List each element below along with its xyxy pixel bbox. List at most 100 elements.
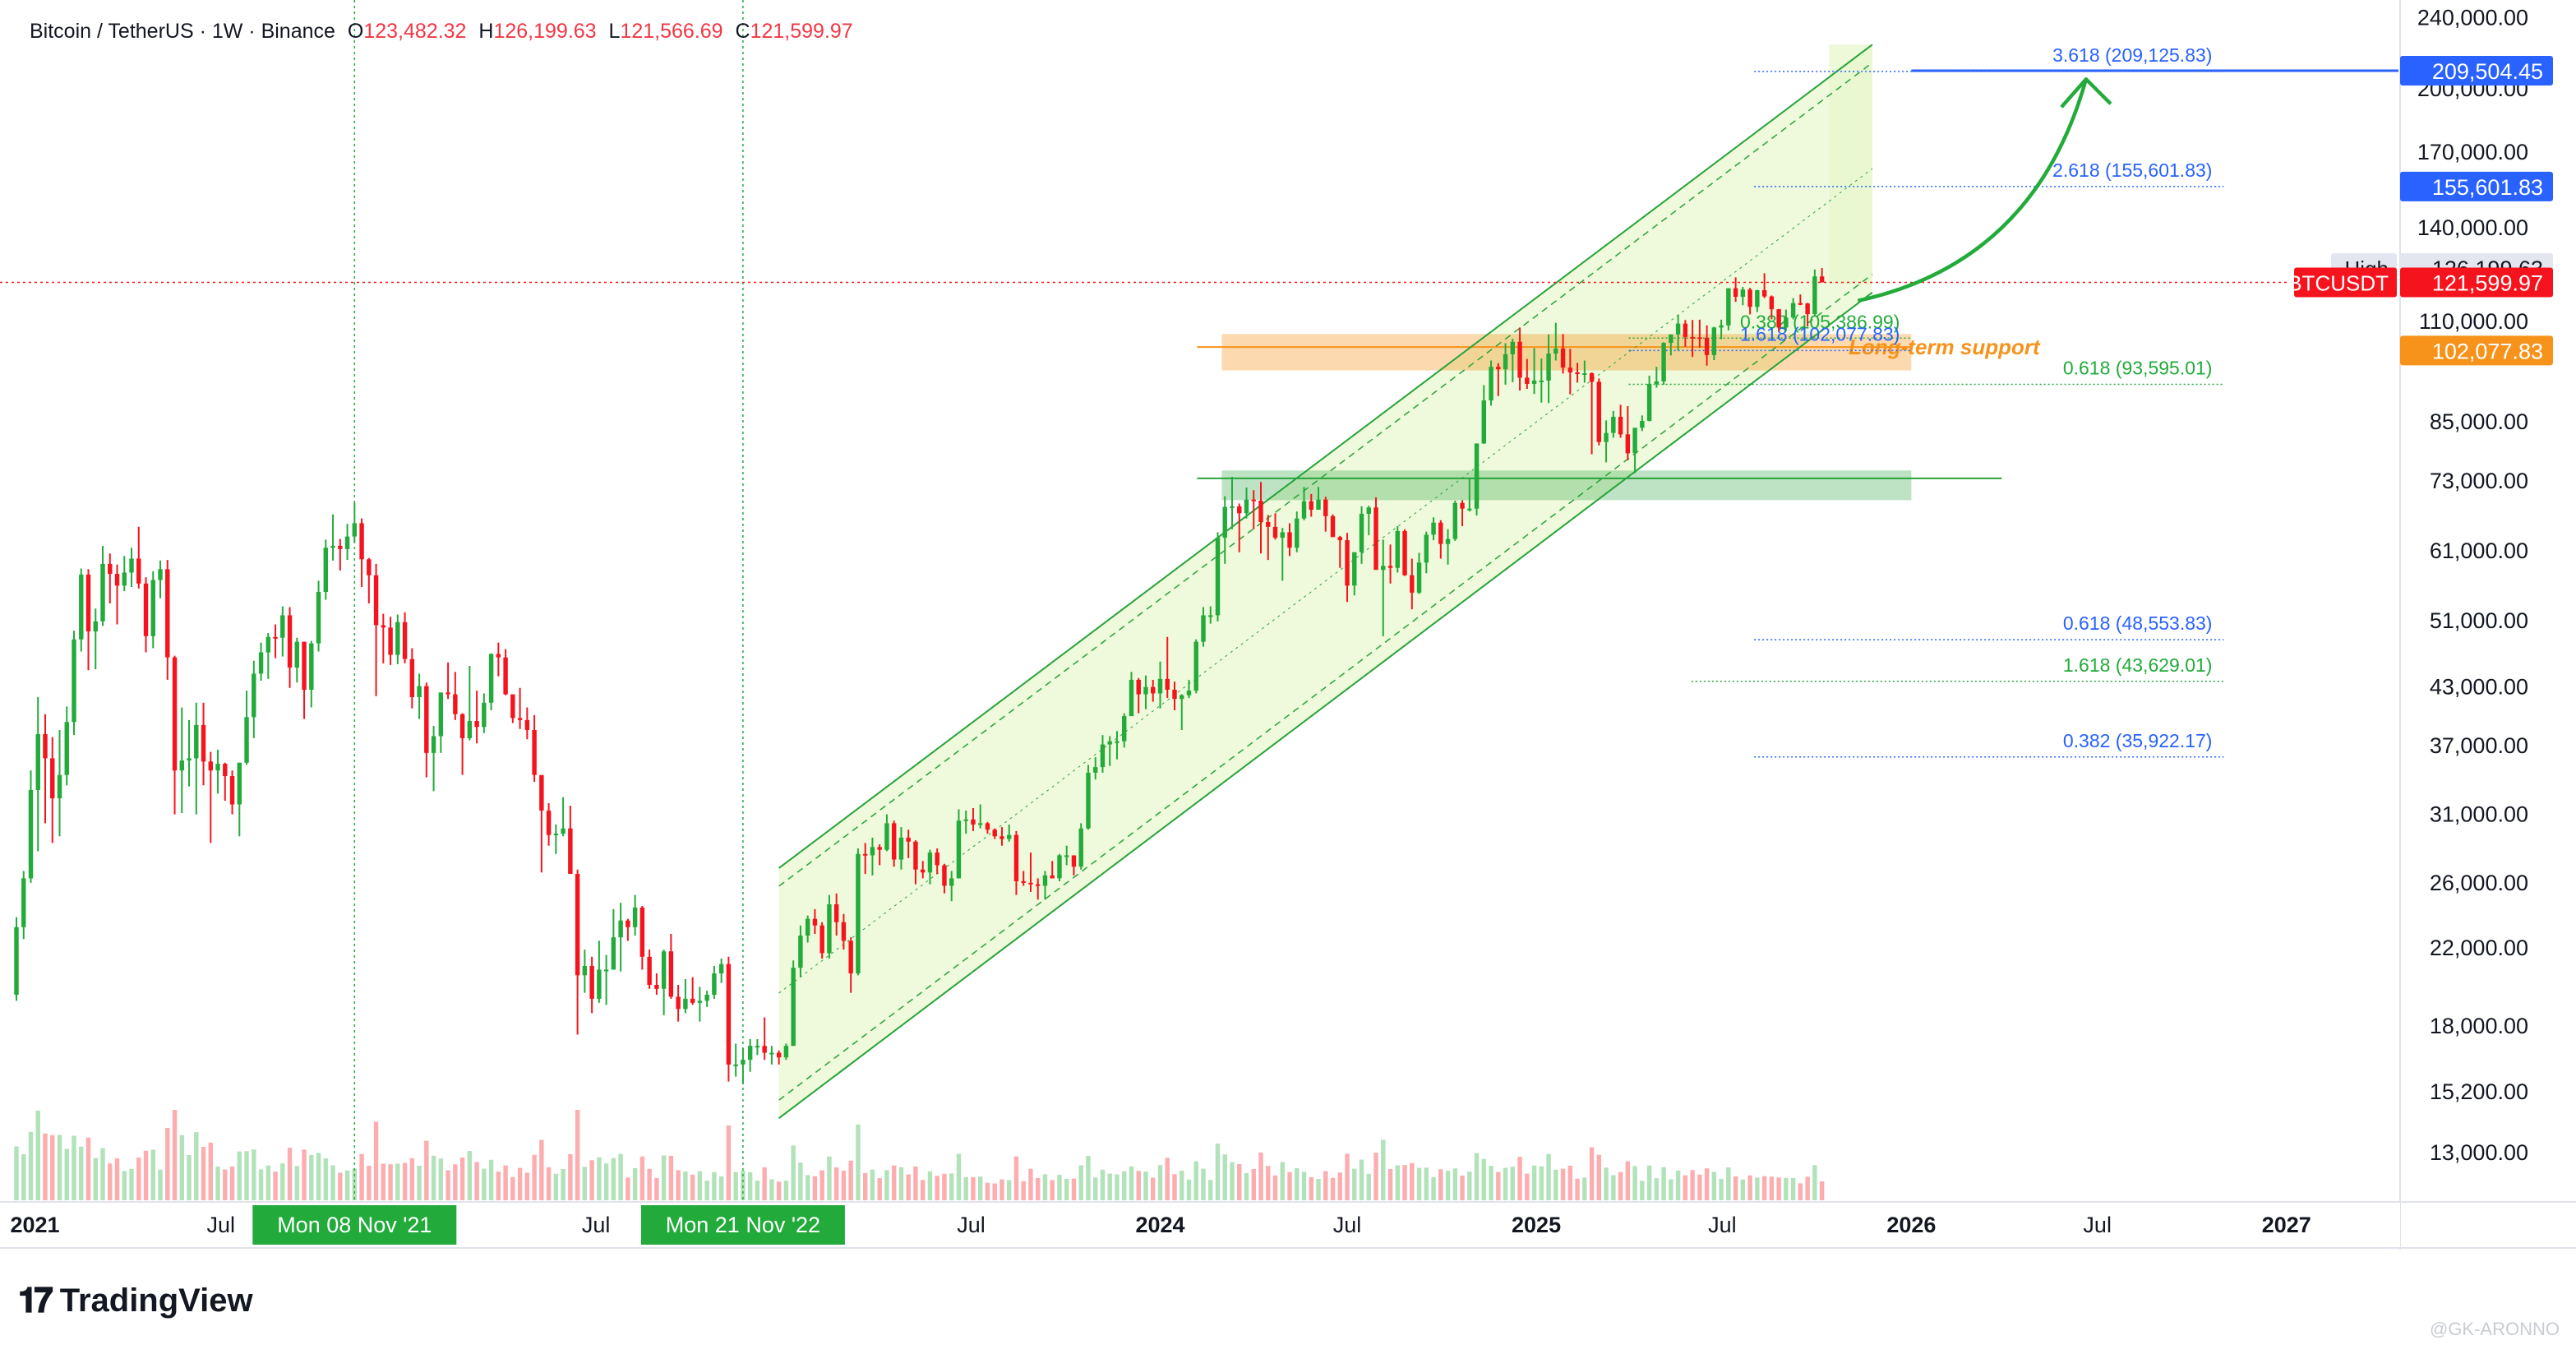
- volume-bar: [626, 1177, 630, 1200]
- candle: [539, 774, 544, 873]
- candle: [1769, 295, 1775, 320]
- price-tag-bg-3: [2400, 267, 2553, 298]
- candle-body: [165, 569, 170, 658]
- candle: [769, 1046, 774, 1065]
- candle-body: [344, 536, 350, 549]
- candle-body: [223, 764, 228, 777]
- volume-bar: [812, 1176, 818, 1200]
- time-tick-label: 2026: [1886, 1213, 1936, 1237]
- candle-body: [1733, 288, 1738, 297]
- volume-bar: [1093, 1177, 1098, 1200]
- volume-bar: [1747, 1175, 1752, 1200]
- candle: [1172, 682, 1177, 711]
- candle-body: [503, 657, 508, 695]
- candle-body: [1438, 522, 1443, 544]
- candle-body: [1122, 716, 1127, 742]
- volume-bar: [1646, 1165, 1652, 1200]
- price-tick-label: 110,000.00: [2419, 309, 2528, 334]
- fib-level-label-4: 0.618 (93,595.01): [2063, 357, 2213, 378]
- volume-bar: [1345, 1153, 1350, 1200]
- candle-body: [762, 1046, 767, 1053]
- candle: [942, 863, 947, 894]
- candle: [1632, 427, 1637, 474]
- candle: [546, 803, 552, 846]
- volume-bar: [1143, 1171, 1148, 1200]
- price-tick-label: 22,000.00: [2430, 936, 2528, 960]
- candle-body: [474, 721, 479, 728]
- volume-bar: [913, 1166, 918, 1200]
- volume-bar: [1215, 1144, 1221, 1200]
- candle-body: [1553, 348, 1558, 354]
- volume-bar: [1064, 1178, 1069, 1200]
- volume-bar: [150, 1149, 155, 1200]
- candle-body: [1596, 381, 1602, 442]
- close-value: 121,599.97: [750, 20, 853, 43]
- fib-level-label-6: 1.618 (43,629.01): [2063, 654, 2213, 676]
- volume-bar: [136, 1158, 141, 1200]
- symbol-label: Bitcoin / TetherUS · 1W · Binance: [30, 20, 335, 43]
- candle-body: [510, 694, 515, 719]
- candle-body: [848, 940, 853, 974]
- candle-body: [769, 1052, 774, 1055]
- candle: [1596, 378, 1602, 446]
- candle-body: [575, 874, 580, 976]
- candle-body: [1323, 499, 1328, 516]
- candle: [114, 564, 120, 625]
- candle-body: [1625, 434, 1631, 454]
- volume-bar: [1755, 1177, 1760, 1200]
- candle-body: [1237, 506, 1242, 514]
- volume-bar: [344, 1170, 350, 1200]
- candle: [1222, 496, 1227, 564]
- volume-bar: [165, 1128, 170, 1200]
- candle: [683, 978, 688, 1014]
- candle-body: [639, 907, 645, 957]
- candle-body: [812, 918, 818, 926]
- candle-body: [1726, 288, 1731, 326]
- volume-bar: [488, 1159, 494, 1200]
- volume-bar: [568, 1153, 573, 1200]
- price-tick-label: 26,000.00: [2430, 871, 2528, 895]
- candle: [1251, 490, 1256, 529]
- volume-bar: [1582, 1177, 1587, 1200]
- volume-bar: [726, 1125, 732, 1200]
- candle: [388, 617, 393, 665]
- volume-bar: [1330, 1177, 1336, 1200]
- candle: [50, 737, 55, 843]
- fib-level-label-0: 3.618 (209,125.83): [2052, 44, 2212, 66]
- candle: [626, 918, 630, 941]
- volume-bar: [783, 1181, 789, 1200]
- candle: [1330, 514, 1336, 538]
- volume-bar: [1632, 1166, 1637, 1200]
- volume-bar: [352, 1168, 358, 1200]
- volume-bar: [1222, 1154, 1227, 1200]
- candle: [1244, 487, 1249, 519]
- volume-bar: [158, 1169, 163, 1200]
- candle-body: [1050, 875, 1055, 879]
- candle: [503, 649, 508, 695]
- candle-body: [417, 686, 422, 697]
- candle: [467, 665, 473, 741]
- volume-bar: [906, 1174, 911, 1200]
- candle: [1301, 487, 1307, 520]
- candle: [1575, 363, 1580, 383]
- volume-bar: [546, 1167, 552, 1200]
- volume-bar: [57, 1134, 62, 1200]
- tradingview-brand[interactable]: 𝟏𝟕 TradingView: [18, 1281, 253, 1321]
- volume-bar: [172, 1110, 178, 1200]
- candle-body: [229, 776, 235, 805]
- volume-bar: [718, 1176, 724, 1200]
- time-tick-label: 2021: [10, 1213, 59, 1237]
- candle-body: [381, 625, 386, 628]
- volume-bar: [985, 1182, 990, 1200]
- volume-bar: [1611, 1175, 1616, 1200]
- candle: [1157, 661, 1163, 709]
- candle: [129, 548, 134, 588]
- candle: [330, 514, 335, 561]
- candle-body: [1215, 538, 1221, 616]
- candle-body: [1769, 296, 1775, 310]
- candle: [273, 624, 278, 659]
- volume-bar: [237, 1151, 242, 1200]
- price-tag-prefix-bg-3: [2294, 267, 2397, 298]
